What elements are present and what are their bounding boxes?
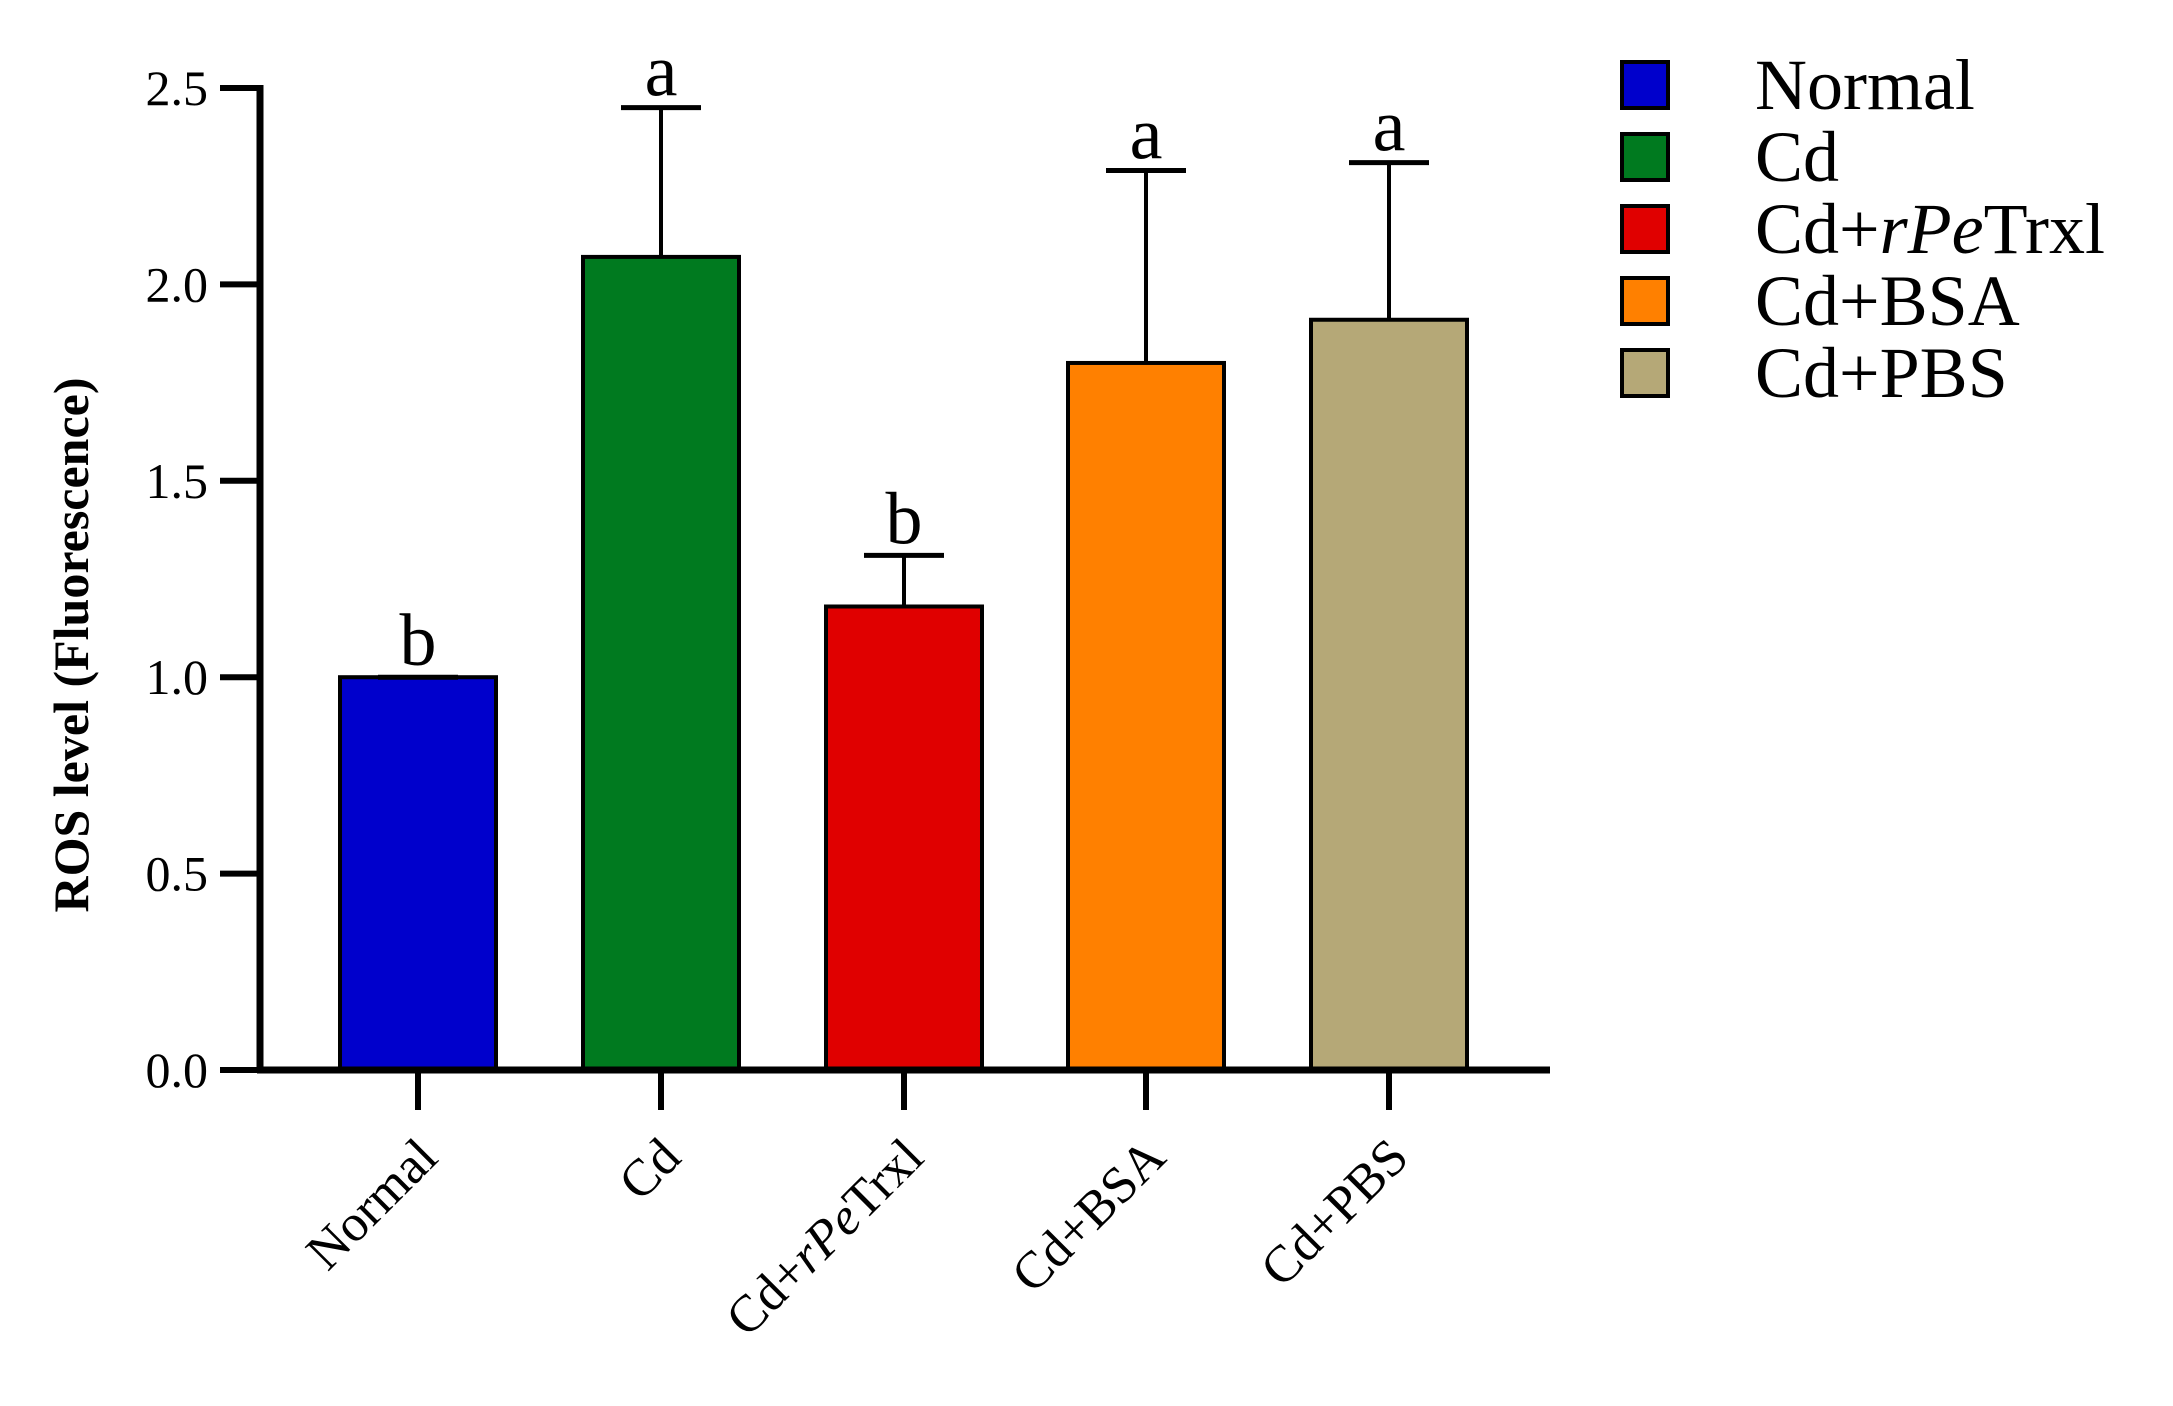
- significance-label: a: [645, 31, 678, 113]
- significance-label: a: [1373, 86, 1406, 168]
- significance-label: a: [1130, 93, 1163, 175]
- label-text: Cd+PBS: [1755, 333, 2008, 413]
- label-text: Trxl: [1984, 189, 2105, 269]
- label-text: Normal: [1755, 45, 1975, 125]
- significance-label: b: [886, 478, 923, 560]
- legend-item: Cd+PBS: [1620, 333, 2008, 413]
- legend-item: Cd: [1620, 117, 1839, 197]
- bar: [1066, 360, 1226, 1072]
- legend-label: Cd: [1755, 117, 1839, 197]
- y-axis: 0.0 0.5 1.0 1.5 2.0 2.5: [146, 60, 264, 1098]
- legend-label: Cd+rPeTrxl: [1755, 189, 2105, 269]
- legend-swatch: [1620, 204, 1670, 254]
- legend-swatch: [1620, 348, 1670, 398]
- bar: [338, 675, 498, 1072]
- label-text: Cd+: [1755, 189, 1880, 269]
- legend-label: Cd+PBS: [1755, 333, 2008, 413]
- y-axis-title: ROS level (Fluorescence): [43, 377, 99, 912]
- y-tick-label: 0.0: [146, 1042, 209, 1098]
- x-tick-label: Cd: [608, 1128, 691, 1211]
- plot-area: b a b a a: [338, 31, 1469, 1072]
- error-bar: [621, 105, 701, 257]
- legend-swatch: [1620, 60, 1670, 110]
- bar: [1309, 317, 1469, 1072]
- y-tick-label: 2.5: [146, 60, 209, 116]
- legend-item: Normal: [1620, 45, 1975, 125]
- label-text: Cd: [608, 1128, 691, 1211]
- bar: [824, 604, 984, 1072]
- y-tick-label: 1.0: [146, 649, 209, 705]
- x-tick-label: Cd+PBS: [1250, 1128, 1419, 1297]
- legend-swatch: [1620, 132, 1670, 182]
- error-bar: [864, 552, 944, 607]
- significance-label: b: [400, 600, 437, 682]
- label-text: Normal: [296, 1128, 449, 1281]
- legend-item: Cd+rPeTrxl: [1620, 189, 2105, 269]
- y-tick-label: 1.5: [146, 453, 209, 509]
- y-tick-label: 0.5: [146, 846, 209, 902]
- bar: [581, 254, 741, 1072]
- x-tick-label: Normal: [296, 1128, 449, 1281]
- label-text: Cd+PBS: [1250, 1128, 1419, 1297]
- y-tick-label: 2.0: [146, 256, 209, 312]
- error-bar: [1106, 167, 1186, 363]
- x-tick-label: Cd+BSA: [1001, 1128, 1177, 1304]
- label-text: Cd+BSA: [1001, 1128, 1177, 1304]
- label-text: Cd+BSA: [1755, 261, 2020, 341]
- legend-label: Cd+BSA: [1755, 261, 2020, 341]
- legend-label: Normal: [1755, 45, 1975, 125]
- x-tick-label: Cd+rPeTrxl: [715, 1128, 934, 1347]
- legend-swatch: [1620, 276, 1670, 326]
- legend-item: Cd+BSA: [1620, 261, 2020, 341]
- error-bar: [1349, 160, 1429, 320]
- label-italic-text: rPe: [1880, 189, 1984, 269]
- label-text: Cd: [1755, 117, 1839, 197]
- x-axis: Normal Cd Cd+rPeTrxl Cd+BSA Cd+PBS: [257, 1066, 1550, 1347]
